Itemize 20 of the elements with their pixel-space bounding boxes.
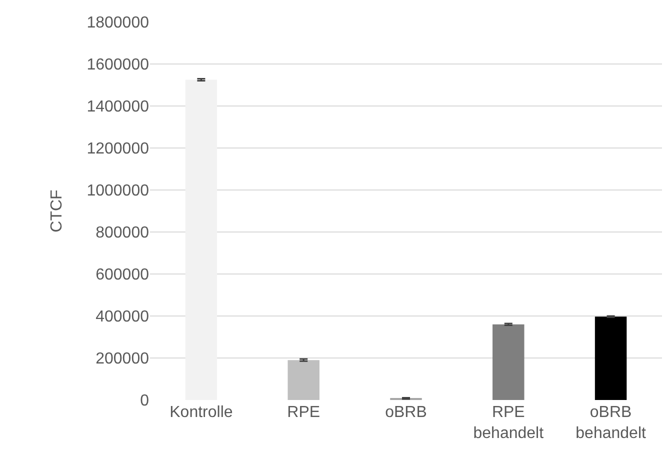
x-tick-label: oBRB	[385, 404, 427, 421]
y-tick-label: 600000	[96, 266, 150, 284]
y-tick-label: 1200000	[86, 140, 150, 158]
y-tick-label: 1000000	[86, 182, 150, 200]
y-tick-label: 0	[140, 392, 150, 410]
y-tick-label: 800000	[96, 224, 150, 242]
y-axis-title: CTCF	[48, 189, 66, 232]
x-tick-label: oBRB behandelt	[576, 404, 646, 442]
x-tick-label: Kontrolle	[170, 404, 233, 421]
bar	[594, 316, 627, 400]
y-tick-label: 1600000	[86, 56, 150, 74]
bar	[492, 324, 524, 400]
bar	[288, 360, 320, 400]
y-tick-label: 1400000	[86, 98, 150, 116]
x-tick-label: RPE behandelt	[473, 404, 544, 442]
bar	[185, 80, 218, 400]
y-tick-label: 1800000	[86, 14, 150, 32]
y-tick-label: 200000	[96, 350, 150, 368]
y-tick-label: 400000	[96, 308, 150, 326]
x-tick-label: RPE	[287, 404, 320, 421]
